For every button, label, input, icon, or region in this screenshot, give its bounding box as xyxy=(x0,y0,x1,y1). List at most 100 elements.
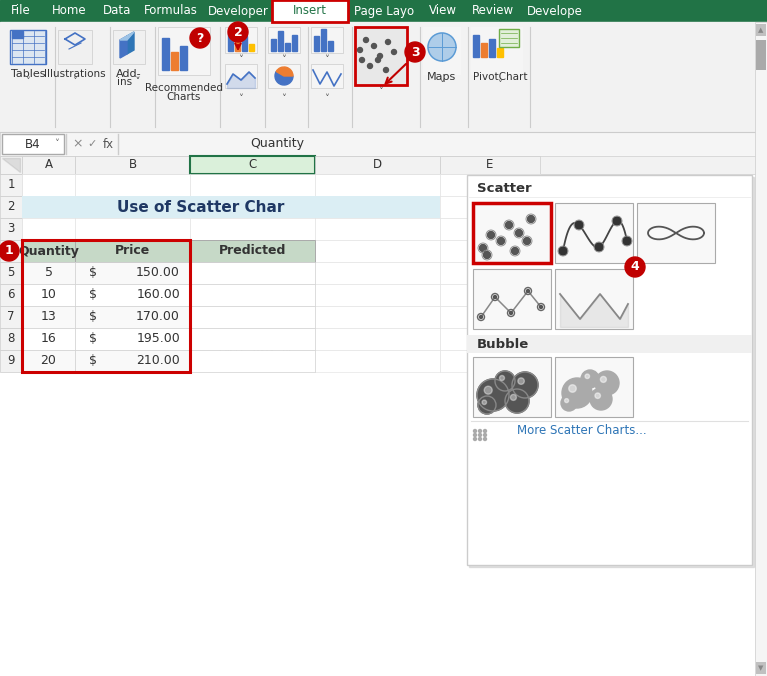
Circle shape xyxy=(367,64,373,68)
Text: ˅: ˅ xyxy=(54,139,59,149)
Text: Charts: Charts xyxy=(166,92,201,102)
Text: ˅: ˅ xyxy=(239,94,243,104)
Bar xyxy=(190,306,315,328)
Text: $: $ xyxy=(89,333,97,345)
Text: Maps: Maps xyxy=(427,72,456,82)
Text: ˅: ˅ xyxy=(379,87,384,97)
Circle shape xyxy=(405,42,425,62)
Circle shape xyxy=(526,289,529,293)
Text: Price: Price xyxy=(115,245,150,258)
Text: ˅: ˅ xyxy=(281,55,286,65)
Circle shape xyxy=(479,316,482,318)
Text: ˅: ˅ xyxy=(324,94,330,104)
Circle shape xyxy=(190,28,210,48)
Text: 20: 20 xyxy=(41,354,57,368)
Circle shape xyxy=(473,429,476,433)
Bar xyxy=(75,262,190,284)
Circle shape xyxy=(585,374,590,379)
Text: Add-: Add- xyxy=(116,69,142,79)
Bar xyxy=(272,0,348,22)
Bar xyxy=(278,31,283,51)
Text: 2: 2 xyxy=(234,26,242,39)
Bar xyxy=(158,27,210,75)
Bar xyxy=(22,284,75,306)
Bar xyxy=(22,262,75,284)
Bar xyxy=(473,357,551,417)
Text: 10: 10 xyxy=(41,289,57,301)
Bar xyxy=(473,203,551,263)
Text: 5: 5 xyxy=(44,266,52,279)
Text: 3: 3 xyxy=(8,222,15,235)
Text: Home: Home xyxy=(51,5,87,18)
Bar xyxy=(75,262,190,284)
Bar xyxy=(58,30,92,64)
Bar xyxy=(315,218,440,240)
Circle shape xyxy=(386,39,390,45)
Bar xyxy=(22,174,75,196)
Circle shape xyxy=(512,372,538,398)
Bar xyxy=(180,46,187,70)
Text: ˅: ˅ xyxy=(439,80,444,90)
Text: 6: 6 xyxy=(7,289,15,301)
Circle shape xyxy=(371,43,377,49)
Bar xyxy=(190,306,315,328)
Bar xyxy=(440,350,540,372)
Bar xyxy=(190,262,315,284)
Text: 8: 8 xyxy=(8,333,15,345)
Text: B: B xyxy=(128,158,137,172)
Circle shape xyxy=(595,371,619,395)
Bar xyxy=(2,134,64,154)
Text: ˅: ˅ xyxy=(239,55,243,65)
Circle shape xyxy=(473,433,476,437)
Bar xyxy=(473,269,551,329)
Circle shape xyxy=(625,257,645,277)
Circle shape xyxy=(575,221,583,229)
Bar xyxy=(467,175,752,565)
Circle shape xyxy=(569,385,576,392)
Bar xyxy=(190,284,315,306)
Bar xyxy=(315,328,440,350)
Text: Quantity: Quantity xyxy=(18,245,79,258)
Text: Scatter: Scatter xyxy=(477,183,532,195)
Text: Page Layo: Page Layo xyxy=(354,5,414,18)
Circle shape xyxy=(590,388,612,410)
Text: Quantity: Quantity xyxy=(250,137,304,151)
Text: Insert: Insert xyxy=(293,5,327,18)
Text: 4: 4 xyxy=(630,260,640,274)
Bar xyxy=(190,196,315,218)
Circle shape xyxy=(595,393,601,398)
Bar xyxy=(321,29,326,51)
Text: C: C xyxy=(249,158,257,172)
Bar xyxy=(75,218,190,240)
Text: Use of Scatter Char: Use of Scatter Char xyxy=(117,199,285,214)
Bar xyxy=(0,306,22,328)
Circle shape xyxy=(595,243,603,251)
Bar xyxy=(469,177,754,567)
Bar xyxy=(113,30,145,64)
Circle shape xyxy=(509,312,512,314)
Bar xyxy=(555,269,633,329)
Circle shape xyxy=(505,389,529,413)
Bar xyxy=(0,218,22,240)
Bar xyxy=(190,328,315,350)
Text: ins ˅: ins ˅ xyxy=(117,77,141,87)
Bar xyxy=(22,196,75,218)
Circle shape xyxy=(565,399,568,403)
Bar xyxy=(440,196,540,218)
Text: 170.00: 170.00 xyxy=(136,310,180,324)
Text: 150.00: 150.00 xyxy=(136,266,180,279)
Text: 5: 5 xyxy=(8,266,15,279)
Bar xyxy=(440,218,540,240)
Bar xyxy=(162,38,169,70)
Bar xyxy=(473,203,551,263)
Bar xyxy=(22,240,75,262)
Bar xyxy=(22,306,75,328)
Polygon shape xyxy=(2,158,20,172)
Bar xyxy=(190,262,315,284)
Circle shape xyxy=(483,433,486,437)
Text: Develope: Develope xyxy=(527,5,583,18)
Text: PivotChart: PivotChart xyxy=(472,72,527,82)
Circle shape xyxy=(562,378,592,408)
Wedge shape xyxy=(275,72,293,85)
Bar xyxy=(190,156,315,174)
